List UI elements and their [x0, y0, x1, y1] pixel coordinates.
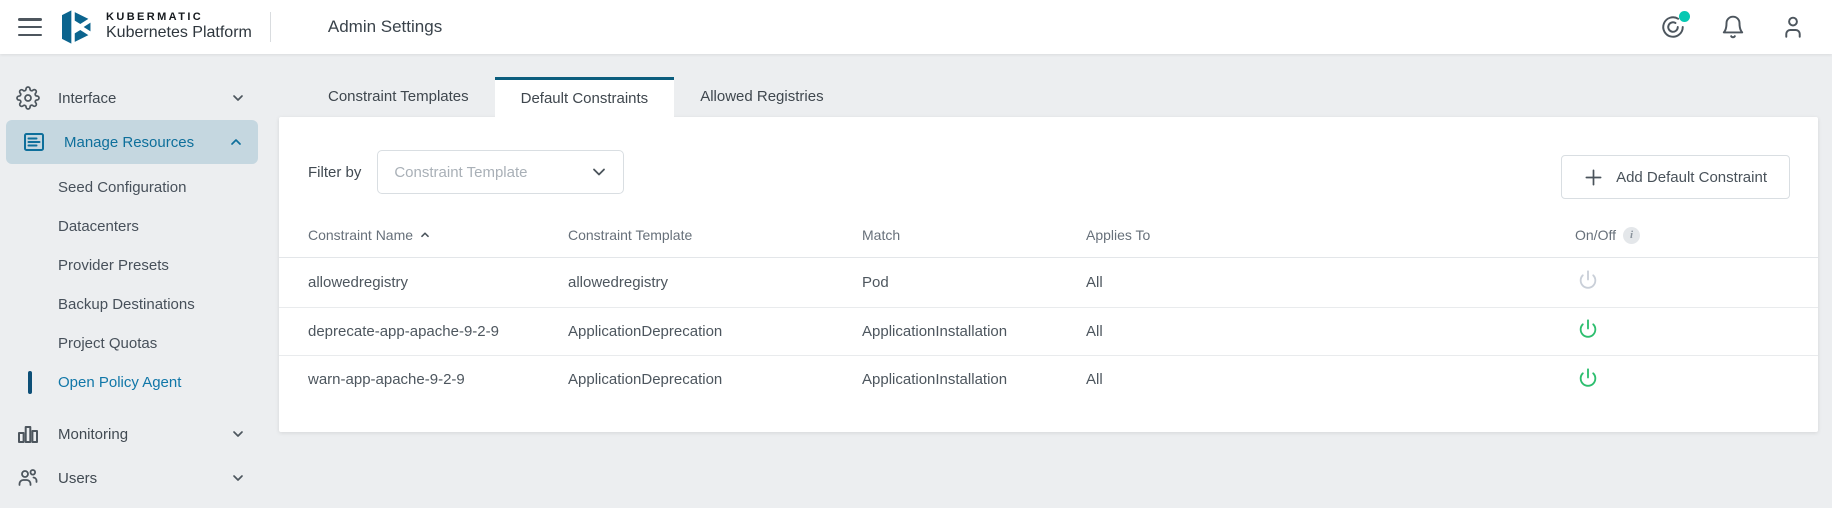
plus-icon [1585, 169, 1602, 185]
page-title: Admin Settings [327, 17, 443, 36]
cell-constraint-name: deprecate-app-apache-9-2-9 [308, 322, 499, 340]
power-toggle-icon[interactable] [1577, 269, 1599, 291]
sort-asc-icon [421, 232, 429, 238]
changelog-icon[interactable] [1660, 11, 1690, 40]
tab-default-constraints[interactable]: Default Constraints [494, 77, 675, 118]
filter-by-label: Filter by [308, 163, 362, 181]
column-header-constraint-template[interactable]: Constraint Template [568, 227, 693, 243]
constraint-template-select[interactable]: Constraint Template [377, 150, 625, 194]
topbar-actions [1660, 0, 1806, 54]
tab-constraint-templates[interactable]: Constraint Templates [328, 88, 469, 105]
table-header-row: Constraint Name Constraint Template Matc… [279, 213, 1818, 258]
cell-constraint-name: warn-app-apache-9-2-9 [308, 371, 465, 389]
menu-icon[interactable] [18, 18, 42, 36]
bar-chart-icon [18, 426, 38, 443]
power-toggle-icon[interactable] [1577, 367, 1599, 389]
info-icon[interactable]: i [1622, 226, 1640, 244]
column-header-constraint-name[interactable]: Constraint Name [308, 227, 568, 243]
select-placeholder: Constraint Template [394, 163, 528, 181]
sidebar-item-datacenters[interactable]: Datacenters [58, 218, 139, 235]
default-constraints-panel: Filter by Constraint Template Add Defaul… [279, 117, 1818, 432]
chevron-up-icon [231, 139, 241, 145]
sidebar-item-label: Users [58, 469, 98, 487]
table-row[interactable]: warn-app-apache-9-2-9 ApplicationDepreca… [279, 355, 1818, 404]
brand-logo[interactable]: KUBERMATIC Kubernetes Platform [62, 7, 252, 47]
notification-dot [1679, 11, 1690, 22]
sidebar-item-label: Interface [58, 89, 117, 107]
sidebar-item-backup-destinations[interactable]: Backup Destinations [58, 296, 195, 313]
sidebar: Interface Manage Resources Seed Configur… [0, 54, 260, 508]
top-bar: KUBERMATIC Kubernetes Platform Admin Set… [0, 0, 1832, 54]
cell-constraint-template: ApplicationDeprecation [568, 322, 723, 340]
sidebar-item-label: Monitoring [58, 425, 129, 443]
cell-constraint-name: allowedregistry [308, 273, 409, 291]
table-row[interactable]: deprecate-app-apache-9-2-9 ApplicationDe… [279, 306, 1818, 356]
notifications-bell-icon[interactable] [1720, 14, 1746, 40]
sidebar-item-manage-resources[interactable]: Manage Resources [6, 120, 258, 164]
tab-allowed-registries[interactable]: Allowed Registries [700, 88, 824, 105]
chevron-down-icon [233, 475, 243, 481]
table-row[interactable]: allowedregistry allowedregistry Pod All [279, 258, 1818, 307]
kubermatic-logo-icon [62, 10, 91, 44]
brand-name: KUBERMATIC [106, 11, 204, 24]
gear-icon [16, 86, 40, 110]
cell-match: ApplicationInstallation [862, 322, 1008, 340]
users-icon [18, 469, 38, 486]
sidebar-item-users[interactable]: Users [0, 456, 260, 500]
column-header-applies-to[interactable]: Applies To [1086, 227, 1151, 243]
sidebar-item-open-policy-agent[interactable]: Open Policy Agent [0, 363, 260, 402]
chevron-down-icon [233, 95, 243, 101]
brand-product: Kubernetes Platform [106, 24, 252, 42]
column-header-on-off: On/Off i [1575, 226, 1818, 244]
topbar-divider [269, 12, 271, 42]
sidebar-item-label: Manage Resources [64, 133, 195, 151]
power-toggle-icon[interactable] [1577, 318, 1599, 340]
tab-bar: Constraint Templates Default Constraints… [302, 77, 850, 118]
list-box-icon [24, 133, 44, 151]
default-constraints-table: Constraint Name Constraint Template Matc… [279, 213, 1818, 404]
cell-constraint-template: allowedregistry [568, 273, 669, 291]
user-account-icon[interactable] [1780, 14, 1806, 40]
cell-applies-to: All [1086, 322, 1103, 340]
chevron-down-icon [233, 431, 243, 437]
chevron-down-icon [593, 168, 606, 176]
sidebar-item-project-quotas[interactable]: Project Quotas [58, 335, 158, 352]
cell-match: ApplicationInstallation [862, 371, 1008, 389]
add-default-constraint-button[interactable]: Add Default Constraint [1561, 155, 1790, 199]
sidebar-item-monitoring[interactable]: Monitoring [0, 412, 260, 456]
filter-row: Filter by Constraint Template [308, 150, 625, 194]
cell-applies-to: All [1086, 273, 1103, 291]
sidebar-item-provider-presets[interactable]: Provider Presets [58, 257, 169, 274]
sidebar-item-interface[interactable]: Interface [0, 76, 260, 120]
cell-match: Pod [862, 273, 889, 291]
cell-constraint-template: ApplicationDeprecation [568, 371, 723, 389]
column-header-match[interactable]: Match [862, 227, 901, 243]
sidebar-subsection-manage-resources: Seed Configuration Datacenters Provider … [0, 164, 260, 402]
cell-applies-to: All [1086, 371, 1103, 389]
sidebar-item-seed-configuration[interactable]: Seed Configuration [58, 179, 187, 196]
